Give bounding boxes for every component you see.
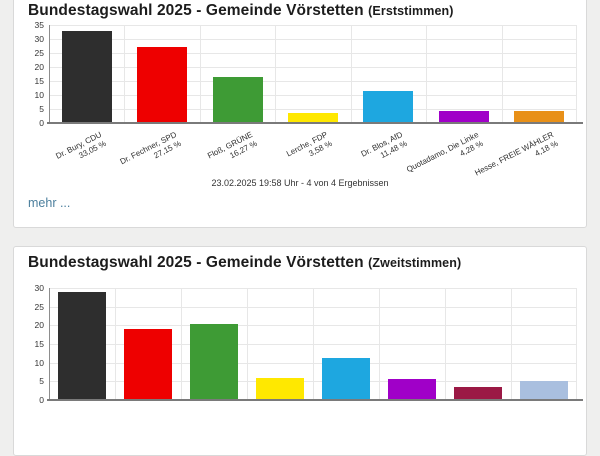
bar-floß-grüne[interactable] — [212, 77, 263, 123]
erststimmen-card: Bundestagswahl 2025 - Gemeinde Vörstette… — [13, 0, 587, 228]
y-axis-tick-label: 35 — [34, 20, 44, 30]
y-axis-tick-label: 0 — [39, 395, 44, 405]
zweitstimmen-bar-chart: 0 5 10 15 20 25 30 — [14, 247, 586, 455]
horizontal-gridline — [49, 67, 577, 68]
horizontal-gridline — [49, 81, 577, 82]
y-axis-tick-label: 15 — [34, 339, 44, 349]
zweitstimmen-chart-title: Bundestagswahl 2025 - Gemeinde Vörstette… — [28, 254, 461, 272]
x-axis — [47, 122, 583, 124]
bar-dr-bury-cdu[interactable] — [61, 30, 112, 123]
horizontal-gridline — [49, 306, 577, 308]
y-axis-tick-label: 30 — [34, 34, 44, 44]
vertical-gridline — [501, 25, 503, 123]
horizontal-gridline — [49, 325, 577, 327]
y-axis-tick-label: 25 — [34, 48, 44, 58]
title-suffix: (Zweitstimmen) — [368, 256, 462, 270]
horizontal-gridline — [49, 39, 577, 40]
y-axis-tick-label: 5 — [39, 376, 44, 387]
mehr-link[interactable]: mehr ... — [28, 196, 71, 210]
bar-series-7[interactable] — [520, 381, 568, 400]
y-axis-tick-label: 10 — [34, 90, 44, 100]
vertical-gridline — [576, 25, 577, 123]
y-axis-tick-label: 20 — [34, 62, 44, 72]
title-suffix: (Erststimmen) — [368, 4, 454, 18]
vertical-gridline — [124, 25, 126, 123]
bar-quotadamo-die-linke[interactable] — [438, 111, 489, 123]
horizontal-gridline — [49, 362, 577, 364]
bar-series-3[interactable] — [256, 377, 304, 400]
y-axis-tick-label: 15 — [34, 76, 44, 86]
horizontal-gridline — [49, 25, 577, 26]
x-axis — [47, 399, 583, 401]
horizontal-gridline — [49, 381, 577, 383]
bar-series-1[interactable] — [124, 329, 172, 400]
vertical-gridline — [350, 25, 352, 123]
y-axis-tick-label: 30 — [34, 283, 44, 293]
result-status-line: 23.02.2025 19:58 Uhr - 4 von 4 Ergebniss… — [211, 178, 389, 188]
bar-hesse-freie-wähler[interactable] — [514, 111, 565, 123]
horizontal-gridline — [49, 95, 577, 96]
bar-lerche-fdp[interactable] — [288, 113, 338, 123]
horizontal-gridline — [49, 53, 577, 54]
plot-area — [47, 288, 583, 401]
erststimmen-bar-chart: 0 5 10 15 20 25 30 35 Dr. Bury, CDU 33,05 % Dr. Fe… — [14, 0, 586, 227]
vertical-gridline — [199, 25, 201, 123]
y-axis-tick-label: 0 — [39, 118, 44, 128]
y-axis — [49, 288, 50, 400]
vertical-gridline — [426, 25, 428, 123]
bar-dr-fechner-spd[interactable] — [137, 47, 188, 123]
bar-series-0[interactable] — [58, 292, 106, 400]
horizontal-gridline — [49, 344, 577, 345]
plot-area — [47, 25, 583, 124]
title-main: Bundestagswahl 2025 - Gemeinde Vörstette… — [28, 2, 364, 19]
title-main: Bundestagswahl 2025 - Gemeinde Vörstette… — [28, 254, 364, 271]
horizontal-gridline — [49, 288, 577, 289]
y-axis-tick-label: 5 — [39, 104, 44, 114]
y-axis — [49, 25, 50, 123]
vertical-gridline — [275, 25, 277, 123]
bar-dr-blos-afd[interactable] — [363, 90, 414, 123]
y-axis-tick-label: 20 — [34, 320, 44, 331]
bar-series-6[interactable] — [454, 386, 502, 400]
bar-series-2[interactable] — [190, 323, 238, 400]
bar-series-5[interactable] — [388, 378, 436, 400]
bar-series-4[interactable] — [322, 357, 370, 400]
y-axis-tick-label: 10 — [34, 357, 44, 368]
horizontal-gridline — [49, 109, 577, 110]
zweitstimmen-card: Bundestagswahl 2025 - Gemeinde Vörstette… — [13, 246, 587, 456]
erststimmen-chart-title: Bundestagswahl 2025 - Gemeinde Vörstette… — [28, 2, 454, 20]
y-axis-tick-label: 25 — [34, 301, 44, 312]
